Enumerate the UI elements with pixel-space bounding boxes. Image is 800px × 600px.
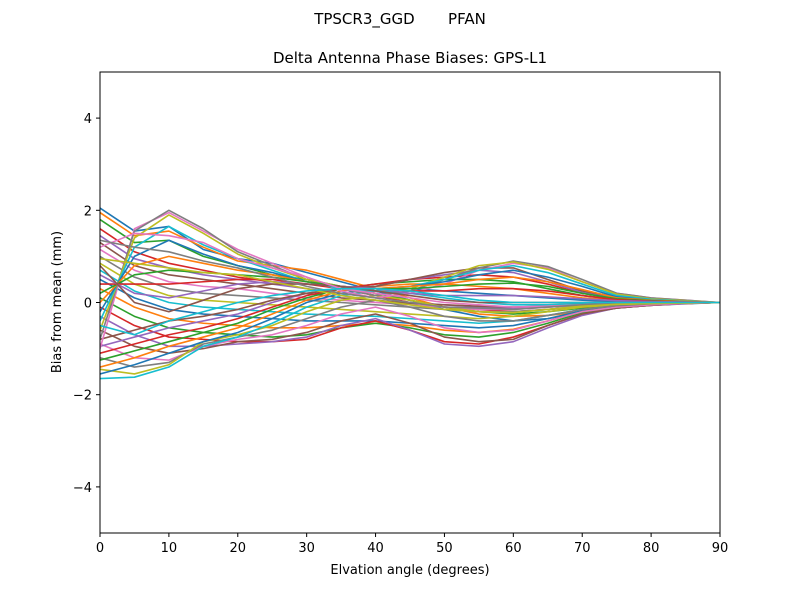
- series-line-18: [100, 299, 720, 368]
- y-tick-label: 0: [84, 297, 92, 312]
- y-axis-label: Bias from mean (mm): [50, 231, 65, 373]
- x-tick-label: 50: [436, 541, 453, 556]
- y-tick-label: −4: [73, 481, 92, 496]
- x-tick-label: 90: [712, 541, 729, 556]
- series-line-16: [100, 301, 720, 355]
- x-tick-label: 60: [505, 541, 522, 556]
- x-tick-label: 40: [367, 541, 384, 556]
- y-tick-label: −2: [73, 389, 92, 404]
- x-tick-label: 30: [298, 541, 315, 556]
- y-tick-label: 2: [84, 204, 92, 219]
- y-tick-label: 4: [84, 112, 92, 127]
- x-tick-label: 20: [230, 541, 247, 556]
- series-line-32: [100, 255, 720, 304]
- x-tick-label: 70: [574, 541, 591, 556]
- series-line-39: [100, 257, 720, 314]
- x-tick-label: 0: [96, 541, 104, 556]
- x-axis: 0 10 20 30 40 50 60 70 80 90: [96, 533, 728, 556]
- series-line-35: [100, 274, 720, 304]
- series-line-40: [100, 287, 720, 336]
- y-axis: −4 −2 0 2 4: [73, 112, 100, 496]
- x-tick-label: 10: [161, 541, 178, 556]
- chart-title: Delta Antenna Phase Biases: GPS-L1: [273, 49, 547, 67]
- x-tick-label: 80: [643, 541, 660, 556]
- figure-suptitle: TPSCR3_GGD PFAN: [313, 10, 486, 29]
- series-line-38: [100, 239, 720, 311]
- x-axis-label: Elvation angle (degrees): [330, 563, 489, 578]
- series-layer: [100, 207, 720, 380]
